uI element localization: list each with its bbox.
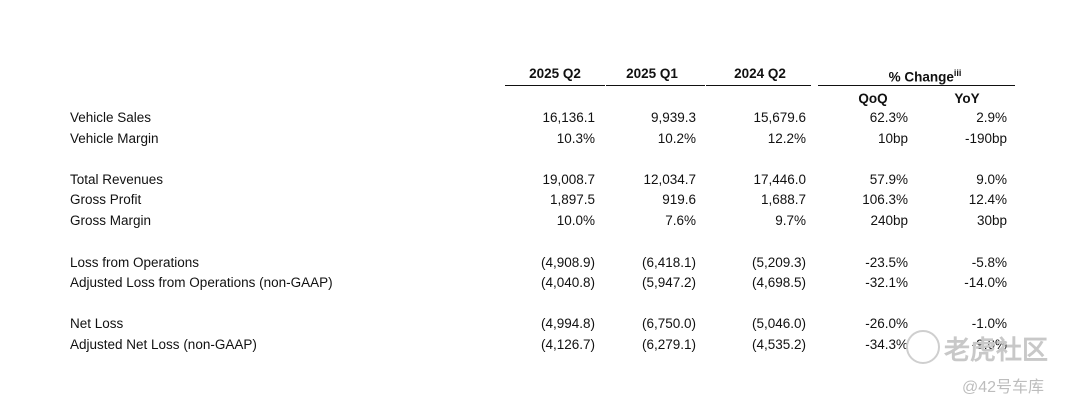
- table-row-vehicle-sales: Vehicle Sales 16,136.1 9,939.3 15,679.6 …: [0, 110, 1080, 130]
- value-2025-q1: 12,034.7: [643, 172, 696, 187]
- value-qoq: 10bp: [877, 131, 908, 146]
- value-2024-q2: (4,698.5): [751, 275, 806, 290]
- row-label: Vehicle Margin: [70, 131, 159, 146]
- value-2025-q2: 10.0%: [556, 213, 595, 228]
- value-yoy: -1.0%: [971, 316, 1007, 331]
- value-qoq: -23.5%: [865, 255, 908, 270]
- header-underline-2024-q2: [706, 85, 811, 86]
- header-2024-q2: 2024 Q2: [734, 66, 786, 81]
- value-yoy: 30bp: [976, 213, 1007, 228]
- table-row-total-revenues: Total Revenues 19,008.7 12,034.7 17,446.…: [0, 172, 1080, 192]
- value-2025-q2: 19,008.7: [542, 172, 595, 187]
- value-yoy: 9.0%: [976, 172, 1007, 187]
- table-row-adjusted-loss-from-operations: Adjusted Loss from Operations (non-GAAP)…: [0, 275, 1080, 295]
- value-qoq: 240bp: [870, 213, 908, 228]
- row-label: Adjusted Loss from Operations (non-GAAP): [70, 275, 333, 290]
- row-label: Total Revenues: [70, 172, 164, 187]
- value-2025-q1: 7.6%: [665, 213, 696, 228]
- value-2025-q1: (6,418.1): [641, 255, 696, 270]
- table-row-gross-profit: Gross Profit 1,897.5 919.6 1,688.7 106.3…: [0, 192, 1080, 212]
- header-underline-pct-change: [818, 85, 1015, 86]
- table-row-net-loss: Net Loss (4,994.8) (6,750.0) (5,046.0) -…: [0, 316, 1080, 336]
- value-2024-q2: 9.7%: [775, 213, 806, 228]
- watermark-logo-icon: [906, 330, 940, 364]
- watermark-brand: 老虎社区: [944, 335, 1049, 365]
- value-yoy: -14.0%: [964, 275, 1007, 290]
- row-label: Vehicle Sales: [70, 110, 152, 125]
- row-label: Adjusted Net Loss (non-GAAP): [70, 337, 257, 352]
- value-2024-q2: 17,446.0: [753, 172, 806, 187]
- header-pct-change-footnote: iii: [953, 68, 962, 78]
- value-2025-q1: (6,750.0): [641, 316, 696, 331]
- row-label: Loss from Operations: [70, 255, 200, 270]
- value-2024-q2: 12.2%: [767, 131, 806, 146]
- value-qoq: 106.3%: [862, 192, 908, 207]
- header-qoq: QoQ: [858, 91, 888, 106]
- header-underline-2025-q1: [606, 85, 705, 86]
- value-2025-q1: (6,279.1): [641, 337, 696, 352]
- value-qoq: -26.0%: [865, 316, 908, 331]
- header-pct-change: % Changeiii: [860, 68, 990, 85]
- table-row-loss-from-operations: Loss from Operations (4,908.9) (6,418.1)…: [0, 255, 1080, 275]
- table-row-vehicle-margin: Vehicle Margin 10.3% 10.2% 12.2% 10bp -1…: [0, 131, 1080, 151]
- value-2025-q2: 10.3%: [556, 131, 595, 146]
- value-2025-q2: (4,908.9): [540, 255, 595, 270]
- value-2024-q2: 1,688.7: [760, 192, 806, 207]
- value-2025-q1: 9,939.3: [650, 110, 696, 125]
- value-2025-q1: 10.2%: [657, 131, 696, 146]
- value-yoy: -5.8%: [971, 255, 1007, 270]
- value-yoy: 12.4%: [968, 192, 1007, 207]
- value-2025-q2: 1,897.5: [549, 192, 595, 207]
- value-2025-q2: 16,136.1: [542, 110, 595, 125]
- header-2025-q1: 2025 Q1: [626, 66, 678, 81]
- row-label: Net Loss: [70, 316, 124, 331]
- table-row-adjusted-net-loss: Adjusted Net Loss (non-GAAP) (4,126.7) (…: [0, 337, 1080, 357]
- value-2025-q2: (4,040.8): [540, 275, 595, 290]
- value-2024-q2: (5,046.0): [751, 316, 806, 331]
- table-row-gross-margin: Gross Margin 10.0% 7.6% 9.7% 240bp 30bp: [0, 213, 1080, 233]
- header-pct-change-label: % Change: [888, 69, 954, 85]
- header-2025-q2: 2025 Q2: [529, 66, 581, 81]
- header-yoy: YoY: [954, 91, 980, 106]
- watermark-handle: @42号车库: [962, 379, 1045, 396]
- value-qoq: -34.3%: [865, 337, 908, 352]
- value-2024-q2: (5,209.3): [751, 255, 806, 270]
- header-underline-2025-q2: [505, 85, 605, 86]
- value-2024-q2: (4,535.2): [751, 337, 806, 352]
- row-label: Gross Margin: [70, 213, 152, 228]
- value-yoy: -190bp: [964, 131, 1007, 146]
- row-label: Gross Profit: [70, 192, 142, 207]
- value-2025-q1: 919.6: [662, 192, 696, 207]
- value-yoy: 2.9%: [976, 110, 1007, 125]
- value-qoq: 62.3%: [869, 110, 908, 125]
- value-2025-q1: (5,947.2): [641, 275, 696, 290]
- value-qoq: 57.9%: [869, 172, 908, 187]
- value-2024-q2: 15,679.6: [753, 110, 806, 125]
- value-yoy: -9.0%: [971, 337, 1007, 352]
- value-2025-q2: (4,994.8): [540, 316, 595, 331]
- value-2025-q2: (4,126.7): [540, 337, 595, 352]
- value-qoq: -32.1%: [865, 275, 908, 290]
